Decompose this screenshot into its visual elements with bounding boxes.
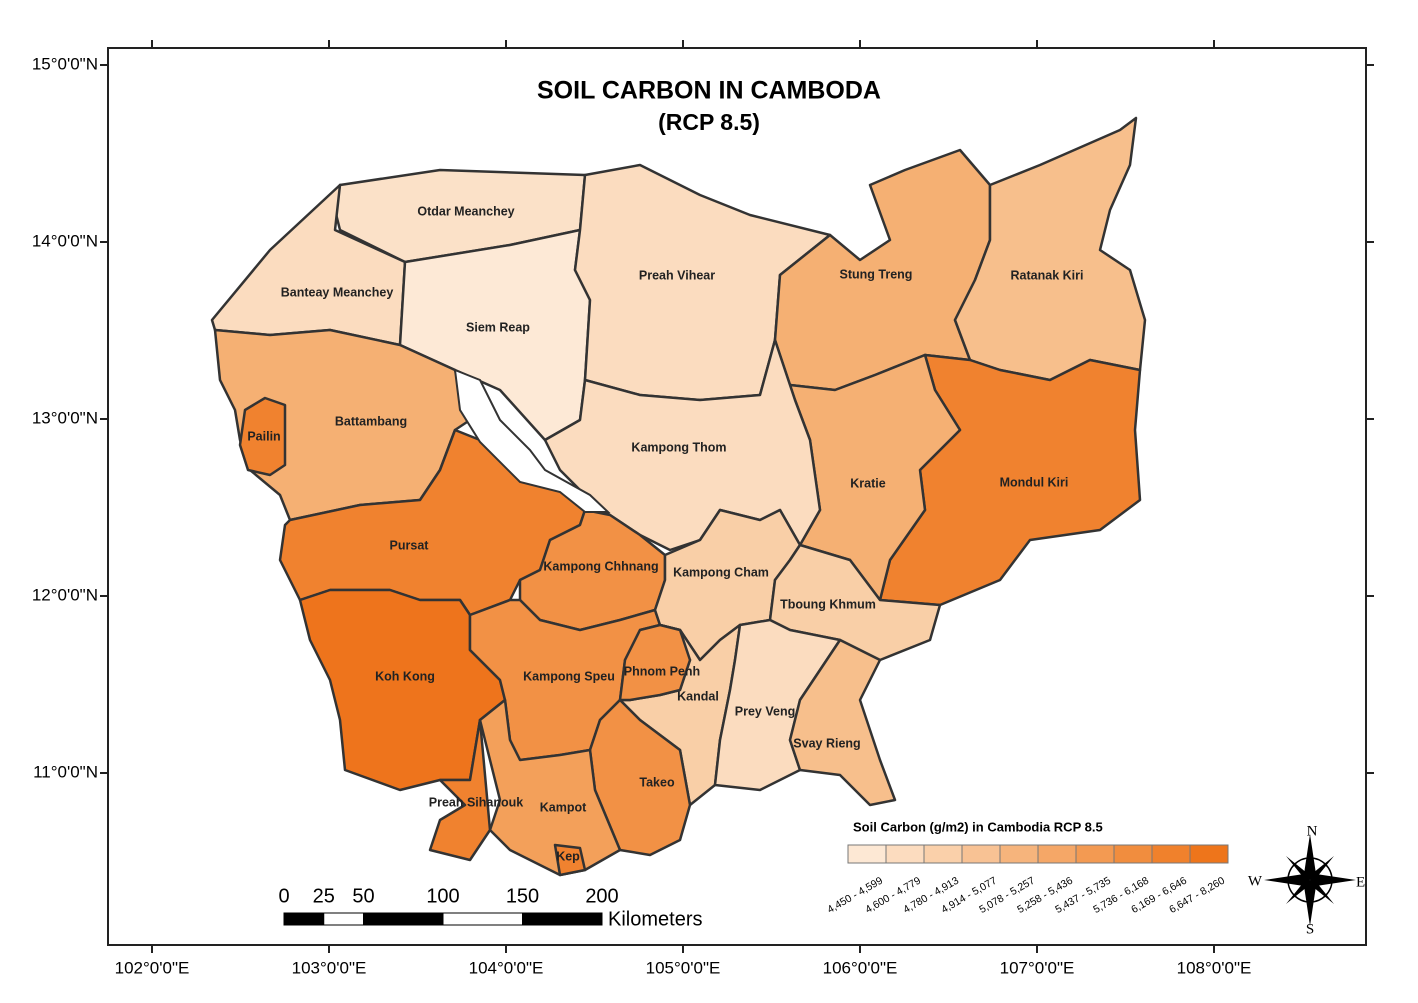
- province-label: Kampong Thom: [631, 440, 726, 454]
- scale-label: 200: [585, 885, 618, 907]
- longitude-label: 108°0'0"E: [1177, 958, 1252, 977]
- province-label: Koh Kong: [375, 669, 435, 683]
- legend-swatch: [1189, 844, 1229, 864]
- compass-s: S: [1306, 921, 1314, 937]
- longitude-label: 106°0'0"E: [823, 958, 898, 977]
- scale-segment: [442, 912, 523, 926]
- province-label: Kampong Speu: [523, 669, 615, 683]
- province: [788, 638, 897, 807]
- province-label: Banteay Meanchey: [281, 285, 394, 299]
- scale-label: 150: [506, 885, 539, 907]
- provinces: [210, 116, 1147, 877]
- legend-swatch: [1113, 844, 1153, 864]
- scale-unit: Kilometers: [608, 908, 702, 930]
- province-label: Mondul Kiri: [1000, 475, 1069, 489]
- scale-segment: [323, 912, 364, 926]
- province-label: Preah Sihanouk: [429, 795, 524, 809]
- province-label: Kampong Chhnang: [543, 559, 658, 573]
- map-subtitle: (RCP 8.5): [658, 109, 760, 135]
- legend-swatch: [961, 844, 1001, 864]
- province-label: Svay Rieng: [793, 736, 860, 750]
- scale-segment: [283, 912, 325, 926]
- province: [428, 718, 492, 862]
- latitude-label: 11°0'0"N: [33, 762, 98, 781]
- legend-swatch: [885, 844, 925, 864]
- province-label: Takeo: [639, 775, 675, 789]
- latitude-label: 13°0'0"N: [32, 408, 98, 427]
- longitude-label: 102°0'0"E: [115, 958, 190, 977]
- province-label: Battambang: [335, 414, 407, 428]
- scale-label: 50: [352, 885, 374, 907]
- province: [618, 623, 692, 702]
- compass-n: N: [1307, 823, 1318, 839]
- latitude-label: 15°0'0"N: [32, 54, 98, 73]
- scale-label: 100: [426, 885, 459, 907]
- compass-w: W: [1248, 873, 1263, 889]
- province-label: Stung Treng: [840, 267, 913, 281]
- legend-swatch: [1151, 844, 1191, 864]
- province: [238, 396, 287, 477]
- legend-swatch: [923, 844, 963, 864]
- longitude-label: 103°0'0"E: [292, 958, 367, 977]
- scale-segment: [363, 912, 444, 926]
- province-label: Phnom Penh: [624, 664, 700, 678]
- province-label: Kandal: [677, 689, 719, 703]
- province-label: Pursat: [390, 538, 430, 552]
- province-label: Siem Reap: [466, 320, 530, 334]
- province-label: Ratanak Kiri: [1011, 268, 1084, 282]
- legend-title: Soil Carbon (g/m2) in Cambodia RCP 8.5: [853, 819, 1103, 834]
- tonle-sap-lake: [453, 368, 611, 513]
- legend-swatch: [1037, 844, 1077, 864]
- province-label: Kratie: [850, 476, 885, 490]
- legend-swatch: [1075, 844, 1115, 864]
- compass-e: E: [1356, 874, 1365, 890]
- longitude-label: 107°0'0"E: [1000, 958, 1075, 977]
- scale-segment: [522, 912, 603, 926]
- scale-label: 0: [278, 885, 289, 907]
- province: [478, 698, 622, 877]
- latitude-label: 12°0'0"N: [32, 585, 98, 604]
- legend-swatch: [999, 844, 1039, 864]
- province-label: Pailin: [247, 429, 280, 443]
- latitude-label: 14°0'0"N: [32, 231, 98, 250]
- province: [553, 843, 587, 877]
- province-label: Kampot: [540, 800, 587, 814]
- longitude-label: 105°0'0"E: [646, 958, 721, 977]
- province-label: Kampong Cham: [673, 565, 769, 579]
- province: [953, 116, 1147, 382]
- longitude-label: 104°0'0"E: [469, 958, 544, 977]
- province-label: Kep: [556, 849, 580, 863]
- scale-label: 25: [313, 885, 335, 907]
- province-label: Otdar Meanchey: [417, 204, 514, 218]
- legend-swatch: [847, 844, 887, 864]
- province-label: Prey Veng: [735, 704, 795, 718]
- province-label: Preah Vihear: [639, 268, 715, 282]
- map-title: SOIL CARBON IN CAMBODA: [537, 77, 881, 105]
- province-label: Tboung Khmum: [780, 597, 876, 611]
- compass-rose: N E S W: [1248, 823, 1365, 937]
